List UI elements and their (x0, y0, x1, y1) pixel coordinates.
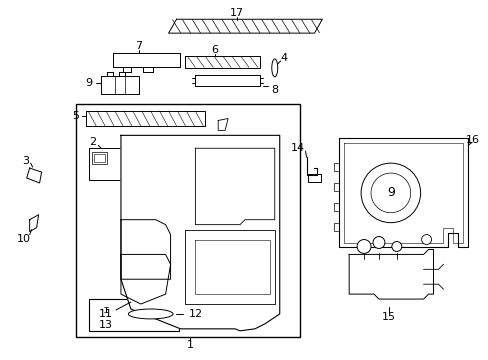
Polygon shape (121, 220, 170, 279)
Text: 17: 17 (229, 8, 244, 18)
Bar (334, 223, 340, 231)
Polygon shape (185, 56, 259, 68)
Text: 3: 3 (22, 156, 29, 166)
Text: 7: 7 (135, 41, 142, 51)
Polygon shape (121, 135, 279, 331)
Text: 9: 9 (386, 186, 394, 199)
Bar (334, 203, 340, 211)
Bar (94, 154, 105, 162)
Ellipse shape (370, 173, 410, 213)
Circle shape (356, 239, 370, 253)
Bar (427, 178, 452, 213)
Bar (307, 174, 321, 182)
Text: 8: 8 (271, 85, 278, 95)
Text: 4: 4 (280, 53, 286, 63)
Bar (92, 152, 107, 164)
Polygon shape (185, 230, 274, 304)
Text: 5: 5 (72, 111, 79, 121)
Polygon shape (348, 249, 433, 299)
Text: 15: 15 (381, 312, 395, 322)
Polygon shape (168, 19, 322, 33)
Text: 1: 1 (186, 340, 194, 350)
Circle shape (372, 237, 384, 248)
Text: 10: 10 (17, 234, 31, 244)
Polygon shape (195, 75, 259, 86)
Bar (89, 148, 123, 180)
Text: 12: 12 (188, 309, 202, 319)
Ellipse shape (128, 309, 173, 319)
Polygon shape (113, 53, 180, 67)
Polygon shape (121, 255, 170, 304)
Ellipse shape (271, 59, 277, 77)
Bar (334, 163, 340, 171)
Bar (356, 262, 371, 274)
Text: 9: 9 (85, 78, 92, 88)
Text: 14: 14 (290, 143, 304, 153)
Text: 13: 13 (99, 320, 113, 330)
Polygon shape (218, 118, 228, 130)
Bar (76, 104, 299, 337)
Polygon shape (86, 111, 205, 126)
Text: 2: 2 (89, 137, 97, 147)
Polygon shape (339, 138, 468, 247)
Ellipse shape (360, 163, 420, 223)
Polygon shape (27, 168, 41, 183)
Polygon shape (30, 215, 39, 231)
Bar (89, 299, 178, 331)
Circle shape (391, 242, 401, 251)
Polygon shape (101, 76, 139, 94)
Circle shape (421, 235, 431, 244)
Bar (334, 183, 340, 191)
Text: 16: 16 (465, 135, 479, 145)
Text: 11: 11 (99, 309, 113, 319)
Text: 6: 6 (211, 45, 218, 55)
Bar (353, 260, 388, 284)
Bar (423, 173, 457, 218)
Polygon shape (195, 148, 274, 225)
